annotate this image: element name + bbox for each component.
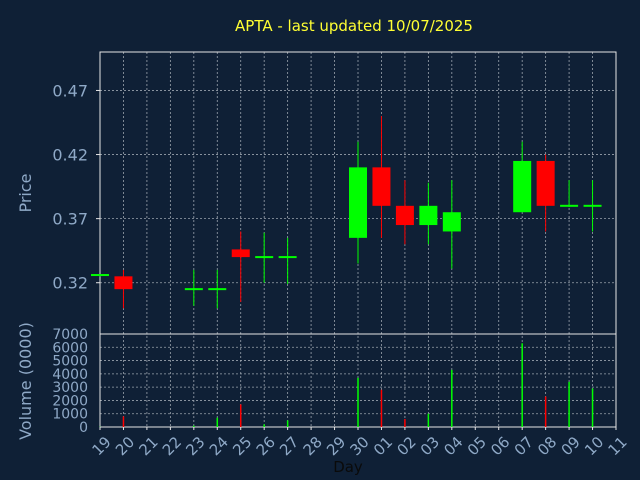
x-tick-label: 19 <box>89 433 115 459</box>
x-tick-label: 08 <box>534 433 560 459</box>
x-tick-label: 10 <box>581 433 607 459</box>
volume-tick-label: 7000 <box>52 327 88 343</box>
x-tick-label: 02 <box>393 433 419 459</box>
x-axis-label: Day <box>333 458 363 476</box>
candle-body <box>419 205 438 226</box>
candle-body <box>372 167 391 206</box>
x-tick-label: 20 <box>112 433 138 459</box>
candle-body <box>349 167 367 238</box>
x-tick-label: 27 <box>276 433 302 459</box>
price-tick-label: 0.37 <box>52 210 88 229</box>
x-tick-label: 30 <box>347 433 373 459</box>
price-tick-label: 0.42 <box>52 146 88 165</box>
x-tick-label: 24 <box>206 433 232 459</box>
x-tick-label: 23 <box>182 433 208 459</box>
volume-axis-label: Volume (0000) <box>16 322 35 440</box>
x-tick-label: 26 <box>253 433 279 459</box>
x-tick-label: 29 <box>323 433 349 459</box>
candle-body <box>114 276 133 290</box>
x-tick-label: 03 <box>417 433 443 459</box>
price-axis-label: Price <box>16 173 35 212</box>
x-tick-label: 07 <box>511 433 537 459</box>
x-tick-label: 05 <box>464 433 490 459</box>
x-tick-label: 22 <box>159 433 185 459</box>
volume-tick-label: 5000 <box>52 354 88 370</box>
x-tick-label: 06 <box>487 433 513 459</box>
volume-tick-label: 3000 <box>52 380 88 396</box>
x-tick-label: 21 <box>135 433 161 459</box>
volume-tick-label: 4000 <box>52 367 88 383</box>
candle-body <box>208 288 227 291</box>
candle-body <box>278 256 297 259</box>
candle-body <box>395 205 414 226</box>
volume-tick-label: 1000 <box>52 407 88 423</box>
candle-body <box>583 204 602 207</box>
candle-body <box>442 212 461 232</box>
volume-tick-label: 2000 <box>52 393 88 409</box>
chart-title: APTA - last updated 10/07/2025 <box>235 17 473 35</box>
volume-tick-label: 6000 <box>52 340 88 356</box>
price-tick-label: 0.32 <box>52 274 88 293</box>
x-tick-label: 28 <box>300 433 326 459</box>
candle-body <box>560 204 579 207</box>
volume-tick-label: 0 <box>79 420 88 436</box>
x-tick-label: 04 <box>440 433 466 459</box>
x-tick-label: 09 <box>558 433 584 459</box>
x-tick-label: 11 <box>605 433 631 459</box>
candle-body <box>255 256 274 259</box>
candle-body <box>536 160 555 206</box>
x-tick-label: 25 <box>229 433 255 459</box>
price-tick-label: 0.47 <box>52 81 88 100</box>
candle-body <box>513 160 532 213</box>
candle-body <box>231 249 250 258</box>
candle-body <box>91 274 109 277</box>
x-tick-label: 01 <box>370 433 396 459</box>
candle-body <box>184 288 203 291</box>
